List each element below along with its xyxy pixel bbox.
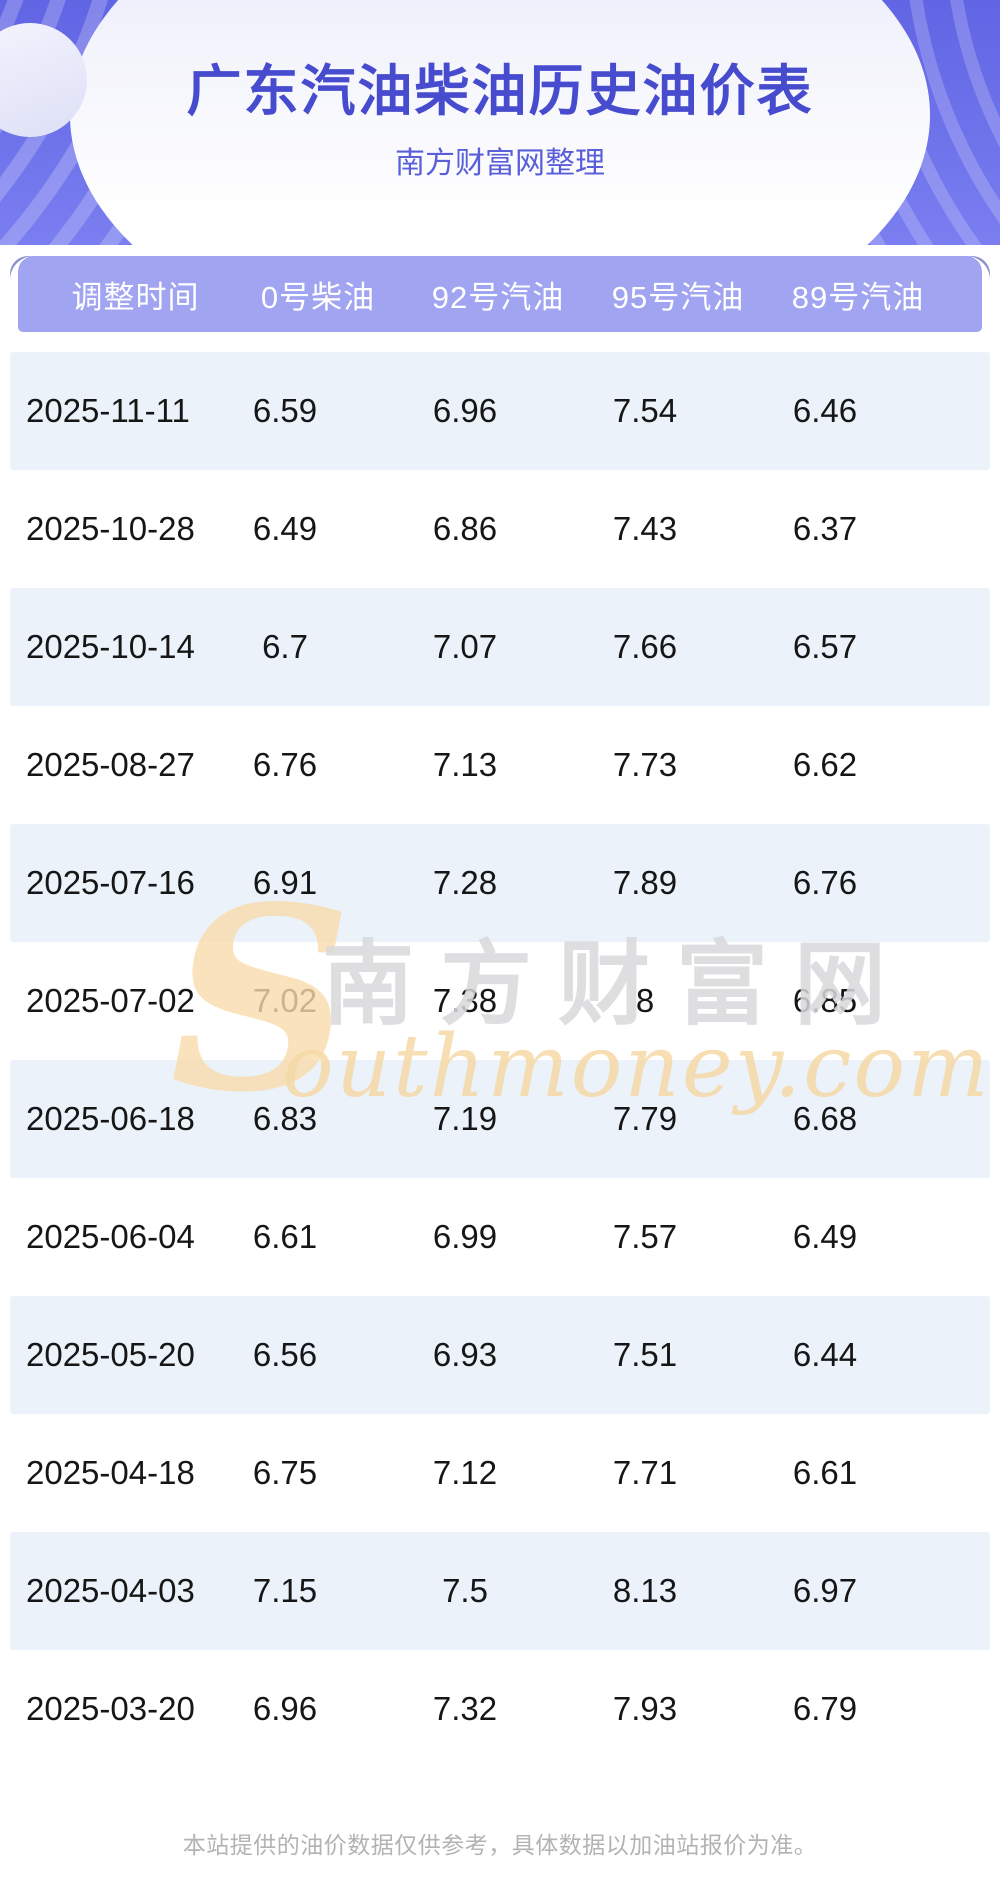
price-cell: 7.12 [432, 1454, 498, 1491]
price-cell: 6.91 [252, 864, 318, 901]
price-cell: 6.93 [432, 1336, 498, 1373]
price-cell: 7.19 [432, 1100, 498, 1137]
date-cell: 2025-11-11 [26, 392, 190, 429]
column-header-diesel0: 0号柴油 [260, 279, 376, 315]
price-cell: 6.61 [792, 1454, 858, 1491]
price-cell: 6.76 [792, 864, 858, 901]
price-cell: 6.99 [432, 1218, 498, 1255]
table-header-row: 调整时间 0号柴油 92号汽油 95号汽油 89号汽油 [18, 256, 982, 332]
header-gap [10, 332, 990, 352]
price-cell: 8 [635, 982, 655, 1019]
disclaimer-text: 本站提供的油价数据仅供参考，具体数据以加油站报价为准。 [182, 1832, 818, 1858]
price-cell: 6.7 [262, 628, 308, 665]
table-body: 2025-11-11 6.59 6.96 7.54 6.46 2025-10-28 6.49… [10, 352, 990, 1768]
table-row: 2025-06-18 6.83 7.19 7.79 6.68 [10, 1060, 990, 1178]
price-cell: 7.93 [612, 1690, 678, 1727]
price-cell: 6.37 [792, 510, 858, 547]
price-cell: 7.51 [612, 1336, 678, 1373]
price-cell: 6.59 [252, 392, 318, 429]
price-cell: 7.79 [612, 1100, 678, 1137]
table-row: 2025-10-14 6.7 7.07 7.66 6.57 [10, 588, 990, 706]
price-cell: 7.73 [612, 746, 678, 783]
price-cell: 6.79 [792, 1690, 858, 1727]
column-header-gas95: 95号汽油 [611, 279, 745, 315]
price-cell: 7.28 [432, 864, 498, 901]
price-cell: 7.54 [612, 392, 678, 429]
price-cell: 6.97 [792, 1572, 858, 1609]
price-cell: 6.56 [252, 1336, 318, 1373]
price-cell: 7.43 [612, 510, 678, 547]
table-row: 2025-08-27 6.76 7.13 7.73 6.62 [10, 706, 990, 824]
table-row: 2025-07-02 7.02 7.38 8 6.85 [10, 942, 990, 1060]
table-row: 2025-06-04 6.61 6.99 7.57 6.49 [10, 1178, 990, 1296]
table-row: 2025-03-20 6.96 7.32 7.93 6.79 [10, 1650, 990, 1768]
price-cell: 8.13 [612, 1572, 678, 1609]
banner-titles: 广东汽油柴油历史油价表 南方财富网整理 [0, 46, 1000, 182]
date-cell: 2025-08-27 [26, 746, 195, 783]
price-cell: 7.71 [612, 1454, 678, 1491]
price-cell: 6.83 [252, 1100, 318, 1137]
column-header-date: 调整时间 [71, 279, 200, 315]
price-cell: 7.89 [612, 864, 678, 901]
price-cell: 6.46 [792, 392, 858, 429]
banner-white-blob [70, 0, 930, 245]
date-cell: 2025-05-20 [26, 1336, 195, 1373]
date-cell: 2025-07-16 [26, 864, 195, 901]
table-card: 调整时间 0号柴油 92号汽油 95号汽油 89号汽油 2025-11-11 6.… [10, 256, 990, 1768]
price-cell: 7.38 [432, 982, 498, 1019]
price-cell: 6.96 [252, 1690, 318, 1727]
date-cell: 2025-10-28 [26, 510, 195, 547]
page-subtitle: 南方财富网整理 [395, 147, 605, 180]
price-cell: 6.61 [252, 1218, 318, 1255]
price-cell: 7.57 [612, 1218, 678, 1255]
price-cell: 6.44 [792, 1336, 858, 1373]
date-cell: 2025-06-18 [26, 1100, 195, 1137]
banner: 广东汽油柴油历史油价表 南方财富网整理 [0, 0, 1000, 245]
price-cell: 6.75 [252, 1454, 318, 1491]
price-cell: 6.62 [792, 746, 858, 783]
date-cell: 2025-07-02 [26, 982, 195, 1019]
table-row: 2025-11-11 6.59 6.96 7.54 6.46 [10, 352, 990, 470]
price-cell: 6.49 [252, 510, 318, 547]
table-row: 2025-05-20 6.56 6.93 7.51 6.44 [10, 1296, 990, 1414]
price-cell: 7.32 [432, 1690, 498, 1727]
page-title: 广东汽油柴油历史油价表 [186, 60, 814, 122]
table-row: 2025-04-18 6.75 7.12 7.71 6.61 [10, 1414, 990, 1532]
price-cell: 6.57 [792, 628, 858, 665]
date-cell: 2025-03-20 [26, 1690, 195, 1727]
price-cell: 7.13 [432, 746, 498, 783]
price-cell: 6.76 [252, 746, 318, 783]
price-cell: 6.96 [432, 392, 498, 429]
price-cell: 6.49 [792, 1218, 858, 1255]
price-cell: 7.5 [442, 1572, 488, 1609]
price-table: 调整时间 0号柴油 92号汽油 95号汽油 89号汽油 2025-11-11 6.… [10, 256, 990, 1768]
price-cell: 7.02 [252, 982, 318, 1019]
price-cell: 6.68 [792, 1100, 858, 1137]
date-cell: 2025-04-18 [26, 1454, 195, 1491]
column-header-gas92: 92号汽油 [431, 279, 565, 315]
table-row: 2025-04-03 7.15 7.5 8.13 6.97 [10, 1532, 990, 1650]
column-header-gas89: 89号汽油 [791, 279, 925, 315]
date-cell: 2025-10-14 [26, 628, 195, 665]
price-cell: 7.66 [612, 628, 678, 665]
price-cell: 6.86 [432, 510, 498, 547]
price-cell: 7.15 [252, 1572, 318, 1609]
price-cell: 6.85 [792, 982, 858, 1019]
table-row: 2025-07-16 6.91 7.28 7.89 6.76 [10, 824, 990, 942]
date-cell: 2025-04-03 [26, 1572, 195, 1609]
table-row: 2025-10-28 6.49 6.86 7.43 6.37 [10, 470, 990, 588]
date-cell: 2025-06-04 [26, 1218, 195, 1255]
price-cell: 7.07 [432, 628, 498, 665]
